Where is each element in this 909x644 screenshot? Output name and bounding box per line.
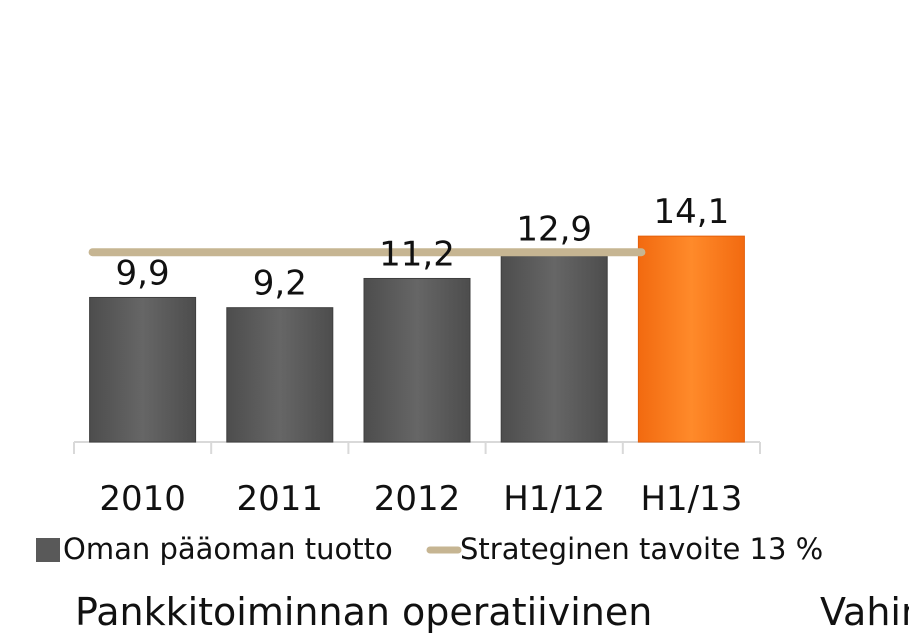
caption-left: Pankkitoiminnan operatiivinen: [75, 590, 653, 634]
legend-label-target: Strateginen tavoite 13 %: [460, 532, 823, 566]
bar-value-label: 9,9: [116, 253, 170, 293]
bar-h1-13: [637, 235, 745, 443]
legend-swatch-bars: [36, 538, 60, 562]
category-label: 2012: [374, 479, 461, 519]
caption-right: Vahin: [820, 590, 909, 634]
category-label: 2010: [99, 479, 186, 519]
bar-value-label: 11,2: [379, 234, 455, 274]
bar-2012: [363, 277, 471, 443]
bar-h1-12: [500, 253, 608, 443]
legend-label-bars: Oman pääoman tuotto: [63, 532, 393, 566]
category-label: 2011: [237, 479, 324, 519]
bar-value-label: 9,2: [253, 264, 307, 304]
category-label: H1/12: [503, 479, 605, 519]
bar-value-label: 12,9: [516, 210, 592, 250]
bar-2011: [226, 307, 334, 443]
bar-2010: [89, 296, 197, 443]
bar-value-label: 14,1: [654, 192, 730, 232]
category-label: H1/13: [640, 479, 742, 519]
